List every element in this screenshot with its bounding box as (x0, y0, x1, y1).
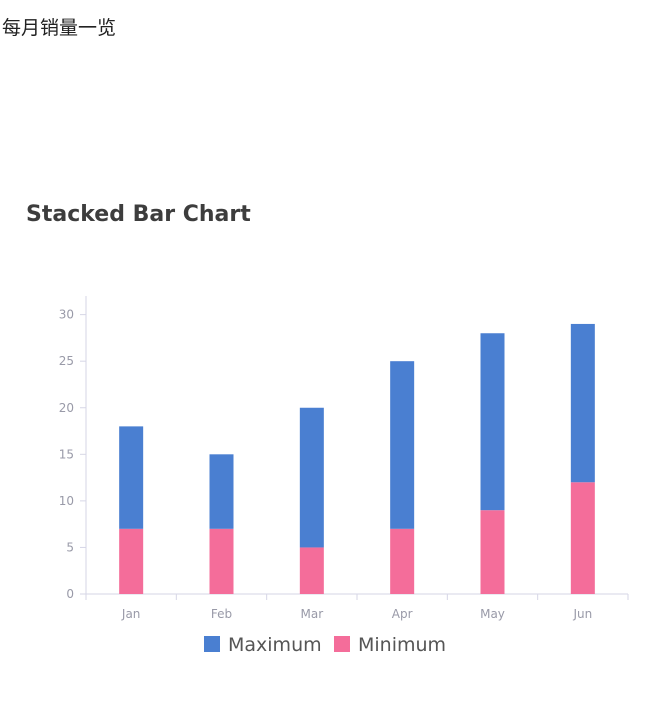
y-tick-label: 15 (59, 447, 74, 461)
x-tick-label: May (480, 607, 505, 621)
x-tick-label: Jun (572, 607, 592, 621)
legend: Maximum Minimum (204, 634, 446, 656)
y-tick-label: 5 (66, 540, 74, 554)
bar-maximum-may[interactable] (480, 333, 505, 511)
bar-maximum-feb[interactable] (209, 454, 234, 529)
legend-label-minimum: Minimum (358, 634, 446, 656)
legend-swatch-maximum (204, 636, 220, 652)
bars (119, 323, 595, 594)
y-tick-label: 30 (59, 308, 74, 322)
bar-maximum-jun[interactable] (570, 323, 595, 483)
bar-maximum-jan[interactable] (119, 426, 144, 529)
x-tick-label: Jan (121, 607, 141, 621)
x-tick-label: Mar (301, 607, 324, 621)
y-tick-label: 0 (66, 587, 74, 601)
bar-maximum-apr[interactable] (390, 361, 415, 529)
y-tick-label: 25 (59, 354, 74, 368)
x-axis: Jan Feb Mar Apr May Jun (85, 593, 629, 621)
bar-minimum-jun[interactable] (570, 482, 595, 594)
bar-maximum-mar[interactable] (299, 407, 324, 548)
y-tick-label: 20 (59, 401, 74, 415)
chart-title: Stacked Bar Chart (26, 202, 251, 227)
bar-minimum-apr[interactable] (390, 528, 415, 594)
bar-minimum-feb[interactable] (209, 528, 234, 594)
legend-label-maximum: Maximum (228, 634, 322, 656)
x-tick-label: Feb (211, 607, 232, 621)
y-tick-label: 10 (59, 494, 74, 508)
page-heading: 每月销量一览 (2, 17, 117, 39)
y-axis: 0 5 10 15 20 25 30 (59, 296, 87, 601)
bar-minimum-may[interactable] (480, 510, 505, 594)
bar-minimum-jan[interactable] (119, 528, 144, 594)
bar-minimum-mar[interactable] (299, 547, 324, 594)
x-tick-label: Apr (392, 607, 413, 621)
legend-swatch-minimum (334, 636, 350, 652)
